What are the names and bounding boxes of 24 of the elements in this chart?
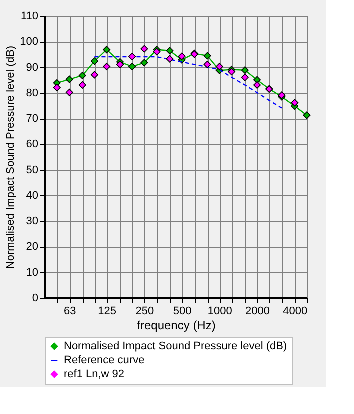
y-tick-label: 60 [26, 138, 38, 151]
y-tick-label: 90 [26, 62, 38, 74]
x-tick-label: 4000 [283, 306, 308, 318]
y-tick-label: 20 [26, 241, 38, 254]
y-tick-label: 10 [26, 266, 38, 279]
legend-label: ref1 Ln,w 92 [64, 368, 125, 380]
x-axis-title: frequency (Hz) [137, 318, 216, 332]
y-tick-label: 110 [20, 10, 38, 22]
legend-label: Reference curve [64, 354, 145, 366]
y-tick-label: 0 [32, 292, 38, 304]
legend-label: Normalised Impact Sound Pressure level (dB) [64, 340, 288, 352]
y-tick-label: 70 [26, 113, 38, 126]
x-tick-label: 500 [173, 306, 192, 318]
y-tick-label: 40 [26, 190, 38, 202]
y-tick-label: 80 [26, 87, 38, 100]
y-axis-title: Normalised Impact Sound Pressure level (dB) [5, 46, 18, 270]
x-tick-label: 1000 [208, 306, 232, 318]
x-tick-label: 250 [136, 306, 154, 318]
x-tick-label: 125 [98, 306, 117, 318]
x-tick-label: 2000 [246, 306, 270, 318]
y-tick-label: 30 [26, 216, 38, 228]
x-tick-label: 63 [64, 306, 76, 318]
y-tick-label: 50 [26, 164, 38, 176]
y-tick-label: 100 [20, 36, 38, 48]
